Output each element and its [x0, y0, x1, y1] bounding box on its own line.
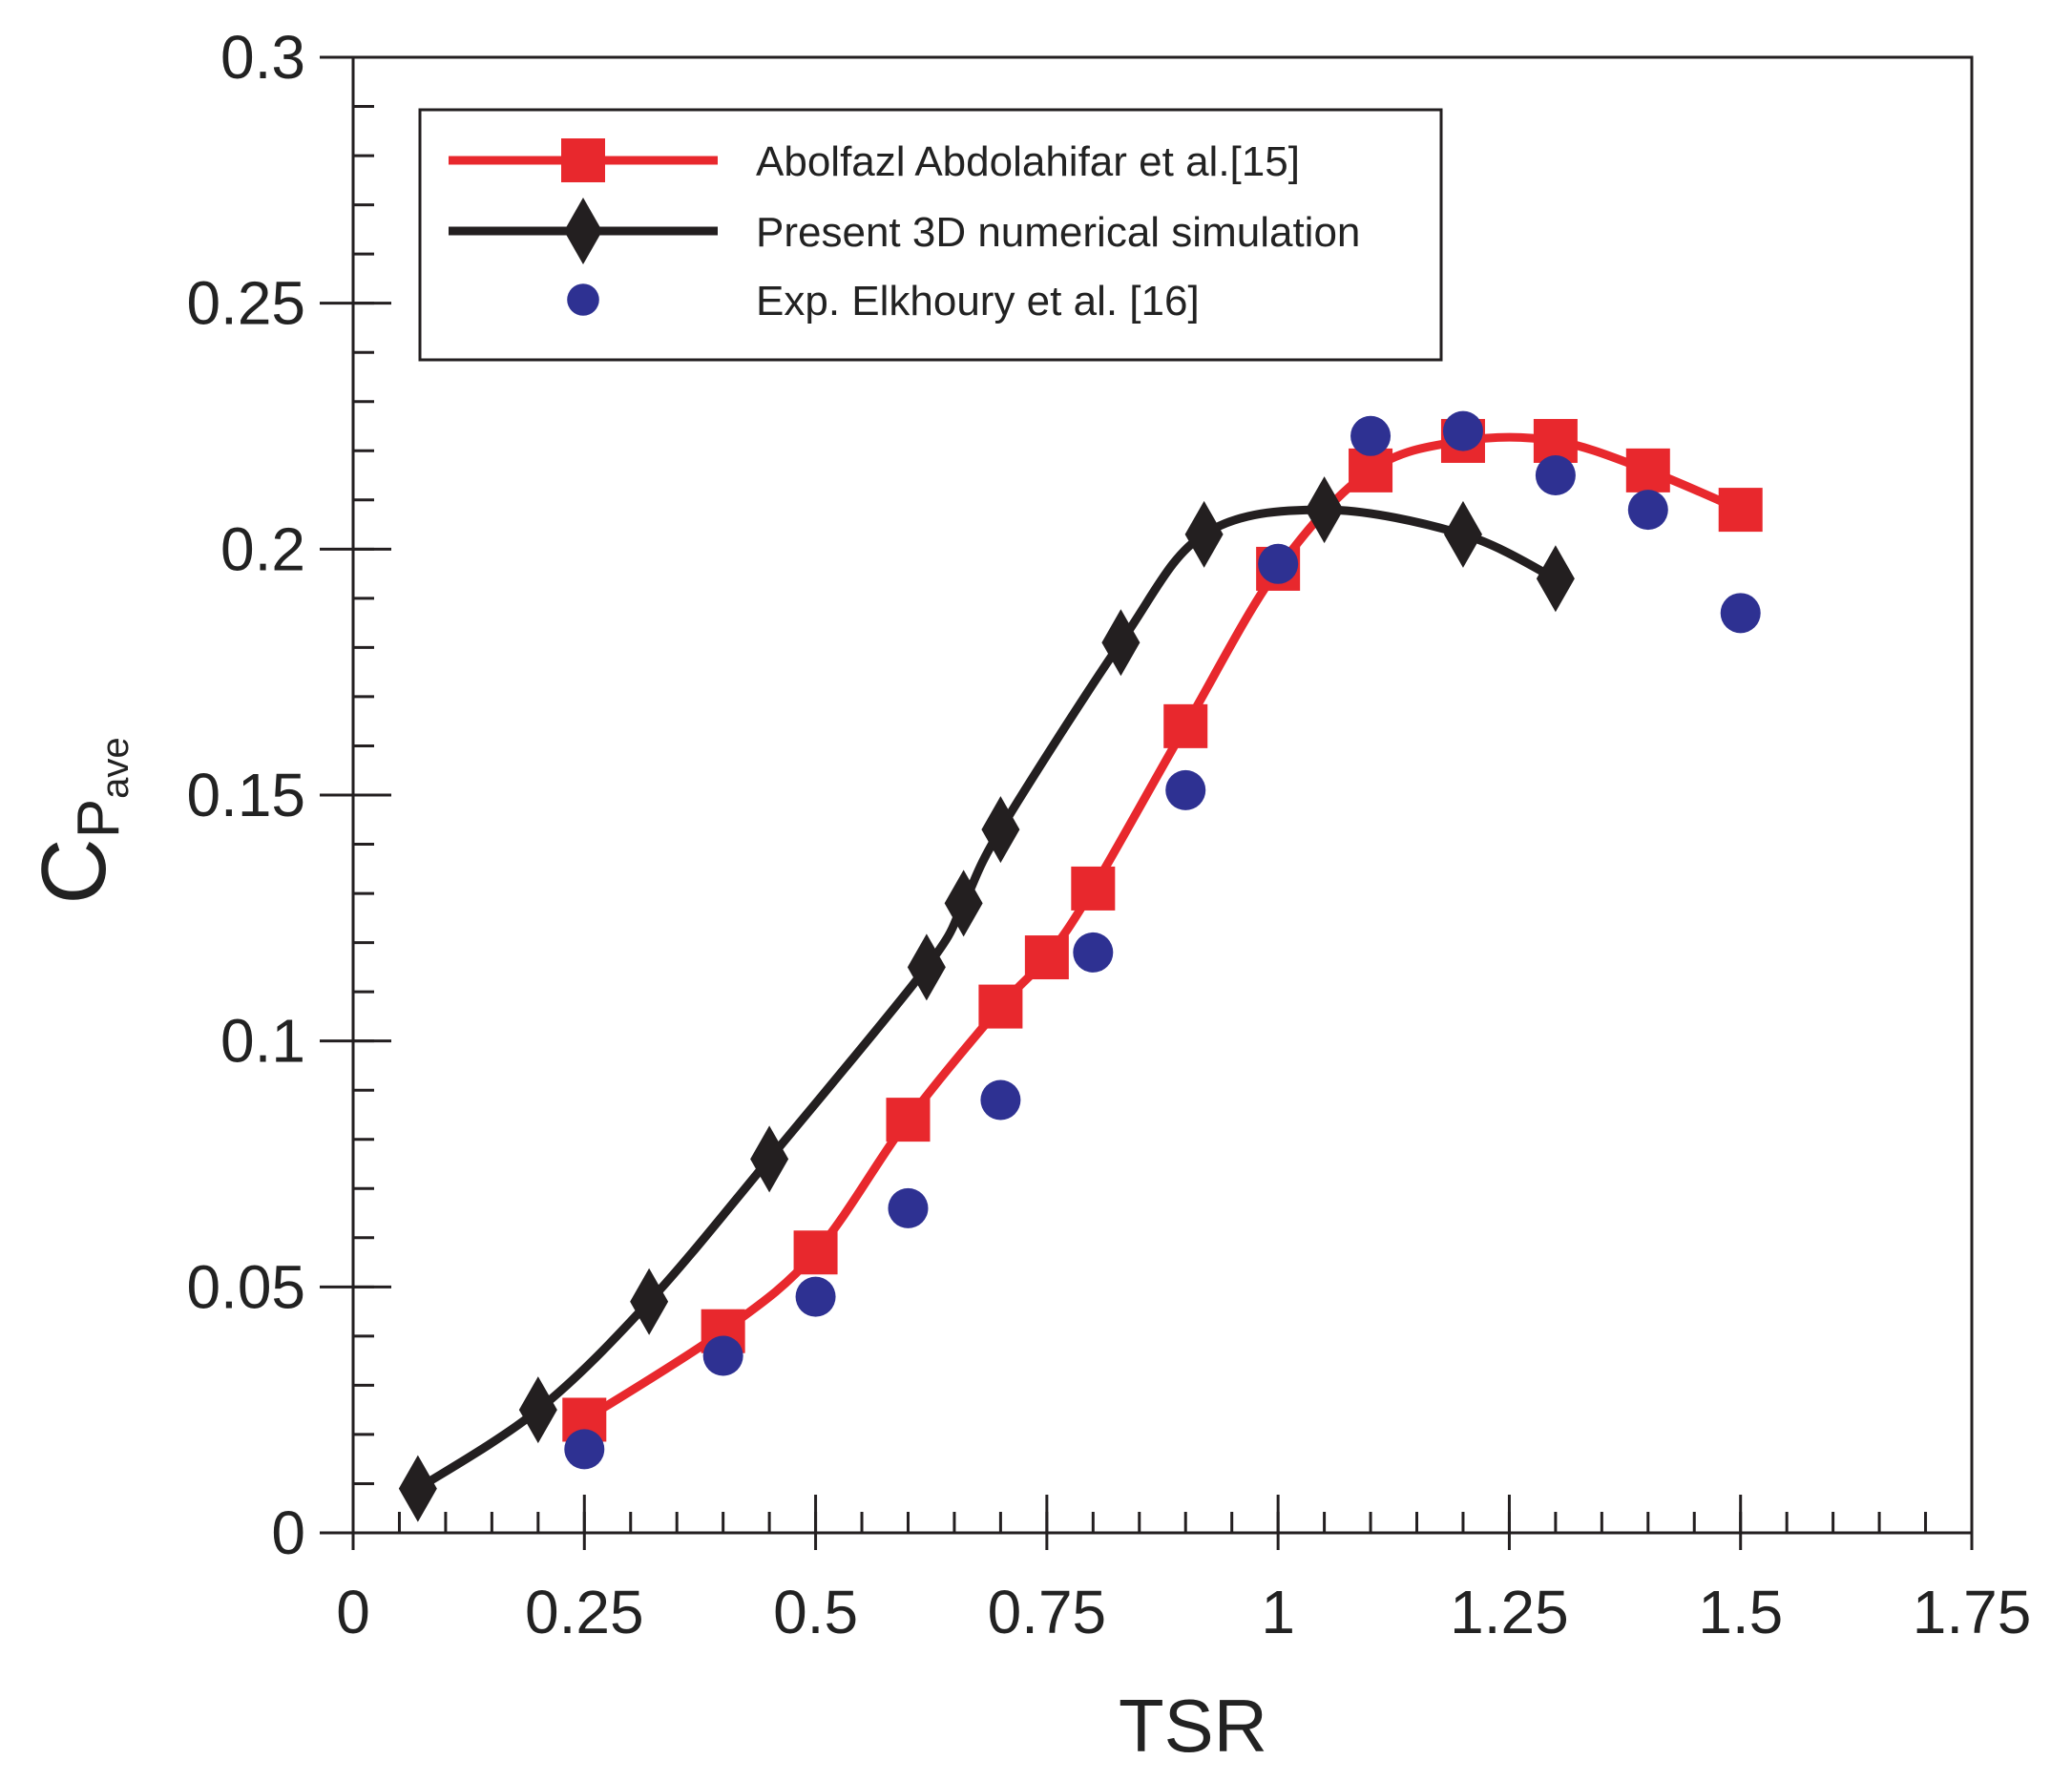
blue-series-point	[888, 1187, 929, 1228]
legend-label: Present 3D numerical simulation	[756, 209, 1360, 256]
legend-label: Abolfazl Abdolahifar et al.[15]	[756, 138, 1300, 185]
y-tick-label: 0	[271, 1498, 305, 1567]
black-series-group	[398, 476, 1575, 1522]
y-tick-label: 0.25	[186, 269, 305, 338]
red-series-point	[1071, 866, 1116, 911]
y-axis-title-text: CPave	[23, 737, 136, 904]
x-axis-title: TSR	[1119, 1684, 1267, 1768]
legend-label: Exp. Elkhoury et al. [16]	[756, 278, 1200, 325]
y-axis-title-sub: P	[66, 799, 132, 838]
y-tick-label: 0.05	[186, 1252, 305, 1321]
black-series-point	[981, 796, 1020, 864]
black-series-point	[1305, 476, 1344, 544]
black-series-point	[944, 870, 983, 937]
y-tick-label: 0.3	[220, 23, 305, 92]
blue-series-point	[1442, 410, 1483, 451]
y-axis-title-main: C	[23, 838, 125, 904]
y-tick-label: 0.15	[186, 761, 305, 829]
black-series-point	[630, 1268, 669, 1335]
red-series-point	[1024, 935, 1069, 980]
red-series-point	[886, 1098, 931, 1142]
legend-marker-circle	[567, 283, 599, 316]
legend-marker-square	[561, 138, 605, 182]
blue-series-point	[1258, 543, 1299, 584]
x-tick-label: 1.5	[1698, 1578, 1783, 1646]
black-series-point	[1184, 500, 1224, 568]
y-tick-label: 0.1	[220, 1007, 305, 1076]
x-tick-label: 0.5	[773, 1578, 858, 1646]
blue-series-point	[1073, 932, 1114, 973]
blue-series-group	[564, 410, 1761, 1470]
x-tick-label: 1	[1261, 1578, 1295, 1646]
y-axis-title: CPave	[23, 737, 136, 904]
x-tick-labels: 0 0.25 0.5 0.75 1 1.25 1.5 1.75	[336, 1578, 2031, 1646]
blue-series-point	[980, 1079, 1021, 1121]
red-series-point	[793, 1230, 838, 1275]
legend-marker-diamond	[564, 198, 602, 264]
blue-series-point	[795, 1276, 836, 1317]
blue-series-point	[1350, 415, 1392, 456]
blue-series-point	[1535, 455, 1576, 496]
black-series-point	[1536, 545, 1575, 613]
black-series-point	[398, 1455, 437, 1522]
black-series-point	[907, 933, 946, 1001]
red-series-point	[1625, 448, 1670, 492]
x-tick-label: 0.25	[525, 1578, 644, 1646]
x-tick-label: 1.75	[1913, 1578, 2032, 1646]
black-series-point	[750, 1125, 789, 1193]
blue-series-point	[1720, 593, 1761, 634]
series-layer	[398, 410, 1763, 1522]
black-series-point	[518, 1376, 557, 1444]
major-ticks	[320, 55, 1974, 1550]
x-tick-label: 0.75	[988, 1578, 1107, 1646]
y-axis-title-subsub: ave	[94, 737, 136, 799]
legend-items: Abolfazl Abdolahifar et al.[15] Present 3…	[449, 138, 1360, 325]
black-series-point	[1443, 500, 1482, 568]
red-series-point	[978, 984, 1023, 1029]
blue-series-point	[1165, 769, 1206, 810]
legend: Abolfazl Abdolahifar et al.[15] Present 3…	[418, 108, 1443, 362]
y-tick-labels: 0 0.05 0.1 0.15 0.2 0.25 0.3	[186, 23, 305, 1567]
blue-series-point	[1627, 490, 1668, 531]
blue-series-point	[564, 1429, 605, 1470]
red-series-point	[1718, 488, 1763, 533]
x-tick-label: 0	[336, 1578, 370, 1646]
y-tick-label: 0.2	[220, 514, 305, 583]
black-series-point	[1101, 609, 1141, 677]
red-series-point	[1163, 703, 1208, 748]
blue-series-point	[702, 1335, 743, 1376]
x-tick-label: 1.25	[1450, 1578, 1569, 1646]
